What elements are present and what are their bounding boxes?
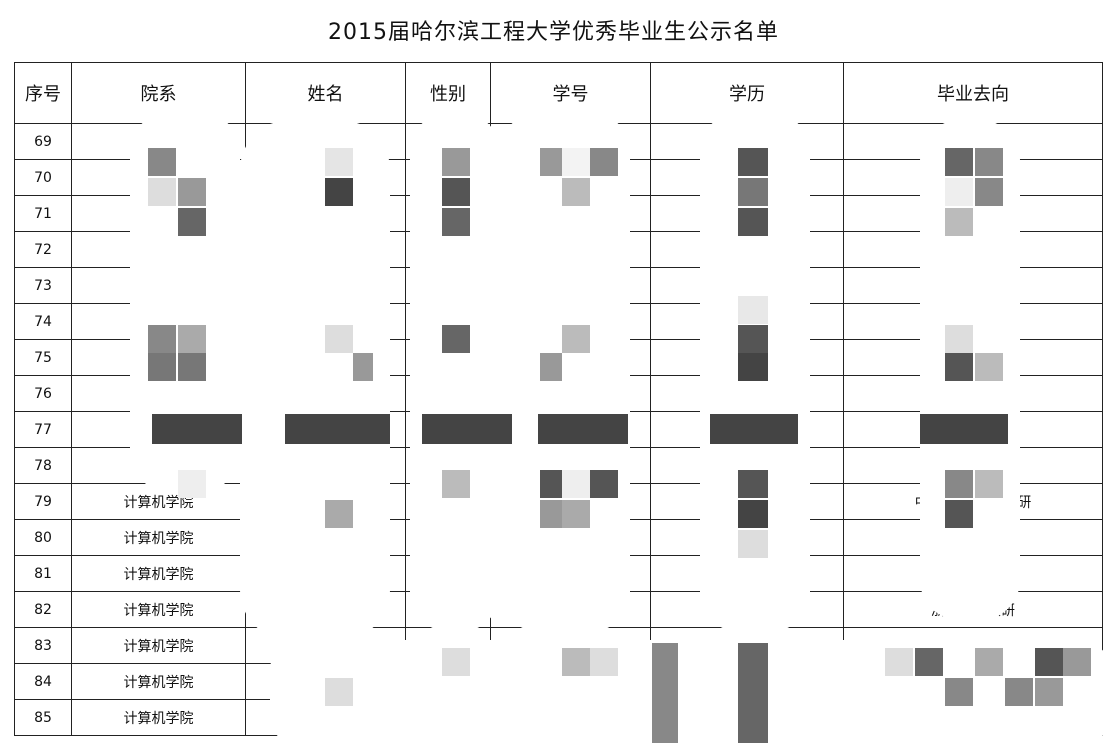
redaction-block (325, 325, 353, 353)
redaction-block (1035, 678, 1063, 706)
redaction-block (945, 500, 973, 528)
redaction-block (562, 148, 590, 176)
redaction-block (285, 414, 390, 444)
redaction-block (738, 148, 768, 176)
cell-dept: 计算机学院 (72, 592, 246, 628)
cell-no: 82 (15, 592, 72, 628)
redaction-block (738, 500, 768, 528)
redaction-block (945, 325, 973, 353)
redaction-block (1063, 648, 1091, 676)
cell-no: 74 (15, 304, 72, 340)
redaction-block (442, 648, 470, 676)
redaction-block (178, 208, 206, 236)
redaction-block (590, 470, 618, 498)
cell-dept: 计算机学院 (72, 664, 246, 700)
page-title: 2015届哈尔滨工程大学优秀毕业生公示名单 (0, 14, 1107, 46)
cell-no: 85 (15, 700, 72, 736)
cell-no: 71 (15, 196, 72, 232)
redaction-block (590, 648, 618, 676)
redaction-block (945, 208, 973, 236)
redaction-block (148, 178, 176, 206)
redaction-block (920, 414, 1008, 444)
redaction-block (945, 470, 973, 498)
redaction-block (885, 648, 913, 676)
redaction-block (975, 148, 1003, 176)
redaction-block (325, 178, 353, 206)
cell-no: 78 (15, 448, 72, 484)
redaction-block (325, 678, 353, 706)
redaction-block (562, 325, 590, 353)
redaction-block (652, 643, 678, 743)
redaction-block (178, 325, 206, 353)
cell-no: 70 (15, 160, 72, 196)
redaction-block (945, 148, 973, 176)
cell-no: 75 (15, 340, 72, 376)
redaction-block (915, 648, 943, 676)
redaction-block (975, 353, 1003, 381)
header-destination: 毕业去向 (844, 63, 1103, 124)
redaction-block (540, 470, 562, 498)
cell-no: 81 (15, 556, 72, 592)
redaction-block (975, 178, 1003, 206)
cell-dept: 计算机学院 (72, 556, 246, 592)
redaction-block (1035, 648, 1063, 676)
cell-no: 83 (15, 628, 72, 664)
redaction-block (442, 148, 470, 176)
redaction-block (738, 643, 768, 743)
redaction-block (442, 178, 470, 206)
redaction-block (178, 178, 206, 206)
redaction-block (945, 353, 973, 381)
redaction-block (562, 648, 590, 676)
redaction-block (738, 353, 768, 381)
cell-no: 76 (15, 376, 72, 412)
redaction-block (738, 296, 768, 324)
redaction-block (562, 470, 590, 498)
redaction-block (945, 178, 973, 206)
redaction-block (975, 470, 1003, 498)
redaction-block (178, 353, 206, 381)
redaction-block (325, 148, 353, 176)
header-no: 序号 (15, 63, 72, 124)
redaction-block (540, 500, 562, 528)
redaction-block (538, 414, 628, 444)
cell-dept: 计算机学院 (72, 700, 246, 736)
redaction-block (148, 325, 176, 353)
redaction-block (1005, 678, 1033, 706)
cell-no: 84 (15, 664, 72, 700)
redaction-block (178, 470, 206, 498)
cell-no: 73 (15, 268, 72, 304)
cell-no: 72 (15, 232, 72, 268)
header-name: 姓名 (246, 63, 406, 124)
redaction-block (738, 208, 768, 236)
redaction-block (442, 470, 470, 498)
cell-no: 69 (15, 124, 72, 160)
cell-dept: 计算机学院 (72, 628, 246, 664)
redaction-block (422, 414, 512, 444)
cell-no: 79 (15, 484, 72, 520)
redaction-block (148, 353, 176, 381)
redaction-block (353, 353, 373, 381)
redaction-block (148, 148, 176, 176)
redaction-block (562, 500, 590, 528)
redaction-block (738, 325, 768, 353)
redaction-block (325, 500, 353, 528)
cell-no: 77 (15, 412, 72, 448)
cell-dept: 计算机学院 (72, 520, 246, 556)
redaction-block (738, 178, 768, 206)
redaction-block (152, 414, 242, 444)
cell-no: 80 (15, 520, 72, 556)
redaction-block (590, 148, 618, 176)
redaction-block (710, 414, 798, 444)
redaction-block (562, 178, 590, 206)
redaction-block (945, 678, 973, 706)
redaction-block (442, 325, 470, 353)
redaction-block (540, 353, 562, 381)
redaction-block (975, 648, 1003, 676)
redaction-block (738, 470, 768, 498)
redaction-block (738, 530, 768, 558)
redaction-block (442, 208, 470, 236)
